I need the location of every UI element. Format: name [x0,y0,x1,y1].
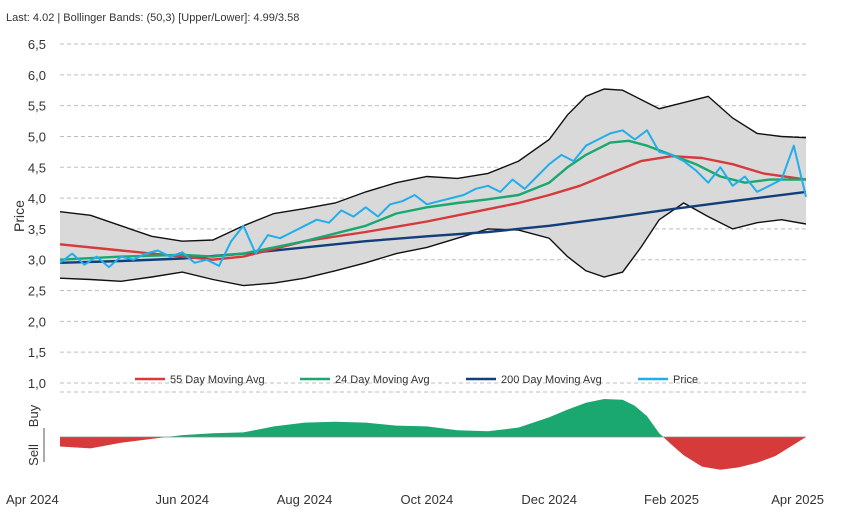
series-lines [59,129,807,269]
ma55-line [59,155,807,261]
y-tick-label: 5,5 [28,99,46,114]
legend-label: Price [673,374,698,386]
buy-area [60,399,806,437]
y-tick-label: 2,0 [28,314,46,329]
y-tick-labels: 6,5 6,0 5,5 5,0 4,5 4,0 3,5 3,0 2,5 2,0 1,5 1,0 [28,37,46,391]
x-tick-label: Jun 2024 [156,492,210,507]
legend-label: 24 Day Moving Avg [335,374,430,386]
y-tick-label: 3,5 [28,222,46,237]
y-tick-label: 2,5 [28,284,46,299]
legend: 55 Day Moving Avg 24 Day Moving Avg 200 Da… [135,374,698,386]
upper-band-line [59,88,807,242]
sell-area [60,437,806,470]
bollinger-bands [59,88,807,287]
y-tick-label: 6,5 [28,37,46,52]
ma200-line [59,190,807,264]
y-tick-label: 6,0 [28,68,46,83]
y-axis-label: Price [11,200,27,232]
y-tick-label: 3,0 [28,253,46,268]
legend-label: 200 Day Moving Avg [501,374,602,386]
x-tick-label: Dec 2024 [521,492,577,507]
x-tick-label: Oct 2024 [401,492,454,507]
signal-panel [60,399,806,470]
x-tick-label: Apr 2025 [771,492,824,507]
y-tick-label: 1,5 [28,345,46,360]
band-area [60,89,806,286]
price-line [59,129,807,269]
y-tick-label: 4,0 [28,191,46,206]
chart-header: Last: 4.02 | Bollinger Bands: (50,3) [Up… [6,12,299,24]
legend-label: 55 Day Moving Avg [170,374,265,386]
ma24-line [59,139,806,261]
sell-label: Sell [26,444,41,466]
x-tick-label: Apr 2024 [6,492,59,507]
x-tick-label: Aug 2024 [277,492,333,507]
y-tick-label: 1,0 [28,376,46,391]
x-tick-label: Feb 2025 [644,492,699,507]
buy-label: Buy [26,404,41,427]
y-tick-label: 5,0 [28,129,46,144]
x-tick-labels: Apr 2024 Jun 2024 Aug 2024 Oct 2024 Dec 2024… [6,492,824,507]
y-tick-label: 4,5 [28,160,46,175]
